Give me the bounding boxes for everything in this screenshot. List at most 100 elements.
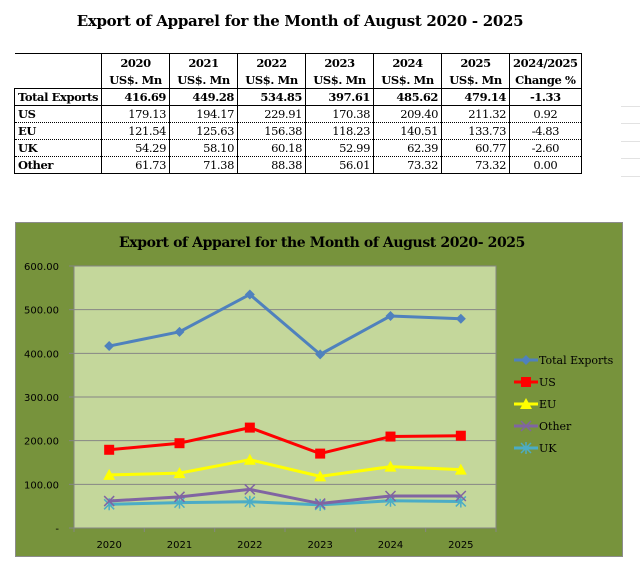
data-point: [315, 448, 326, 459]
value-cell: 71.38: [169, 156, 239, 174]
value-cell: 397.61: [305, 88, 375, 106]
page-title: Export of Apparel for the Month of Augus…: [76, 12, 524, 30]
change-cell: -4.83: [509, 122, 582, 140]
legend-marker: [521, 377, 531, 387]
data-point: [314, 498, 326, 510]
x-tick-label: 2021: [167, 540, 192, 551]
header-change-unit: Change %: [509, 71, 582, 89]
header-year: 2021: [169, 53, 239, 71]
table-row: UK 54.29 58.10 60.18 52.99 62.39 60.77 -2.60: [13, 139, 582, 157]
chart-title: Export of Apparel for the Month of Augus…: [119, 235, 525, 251]
table-row: Other 61.73 71.38 88.38 56.01 73.32 73.32 0.00: [13, 156, 582, 174]
header-corner: [14, 53, 102, 71]
data-point: [103, 468, 116, 480]
y-tick-label: 600.00: [24, 262, 59, 273]
x-tick-label: 2024: [378, 540, 403, 551]
value-cell: 125.63: [169, 122, 239, 140]
data-point: [104, 444, 115, 455]
legend-marker: [520, 398, 532, 409]
header-unit: US$. Mn: [305, 71, 375, 89]
value-cell: 449.28: [169, 88, 239, 106]
data-point: [244, 422, 255, 433]
data-point: [385, 431, 396, 442]
data-point: [384, 490, 397, 502]
data-point: [174, 438, 185, 449]
export-table: 2020 2021 2022 2023 2024 2025 2024/2025 …: [13, 53, 582, 174]
value-cell: 60.77: [441, 139, 511, 157]
header-year: 2024: [373, 53, 443, 71]
header-unit: US$. Mn: [237, 71, 307, 89]
value-cell: 156.38: [237, 122, 307, 140]
data-point: [173, 491, 186, 503]
value-cell: 416.69: [101, 88, 171, 106]
header-year: 2025: [441, 53, 511, 71]
data-point: [454, 463, 467, 475]
legend-label: UK: [539, 442, 557, 455]
value-cell: 60.18: [237, 139, 307, 157]
row-label: Total Exports: [13, 88, 103, 106]
change-cell: 0.00: [509, 156, 582, 174]
x-tick-label: 2020: [96, 540, 121, 551]
data-point: [174, 326, 185, 337]
value-cell: 52.99: [305, 139, 375, 157]
table-row: Total Exports 416.69 449.28 534.85 397.61 485…: [13, 88, 582, 106]
data-point: [244, 289, 255, 300]
header-corner: [15, 71, 102, 89]
data-point: [455, 313, 466, 324]
line-chart: Export of Apparel for the Month of Augus…: [15, 222, 623, 557]
legend-marker: [521, 355, 531, 365]
legend-label: EU: [539, 398, 556, 411]
table-row: EU 121.54 125.63 156.38 118.23 140.51 133.73 -4…: [13, 122, 582, 140]
row-label: EU: [13, 122, 103, 140]
value-cell: 170.38: [305, 105, 375, 123]
value-cell: 62.39: [373, 139, 443, 157]
data-point: [455, 490, 467, 502]
header-year: 2022: [237, 53, 307, 71]
data-point: [244, 483, 256, 495]
row-label: UK: [13, 139, 103, 157]
sheet-gridlines: [621, 89, 640, 177]
data-point: [455, 430, 466, 441]
value-cell: 88.38: [237, 156, 307, 174]
change-cell: 0.92: [509, 105, 582, 123]
header-unit: US$. Mn: [373, 71, 443, 89]
legend-marker: [520, 420, 532, 432]
data-point: [103, 495, 115, 507]
header-row-years: 2020 2021 2022 2023 2024 2025 2024/2025: [14, 53, 582, 71]
y-tick-label: 100.00: [24, 480, 59, 491]
value-cell: 121.54: [101, 122, 171, 140]
change-cell: -2.60: [509, 139, 582, 157]
series-line: [109, 487, 461, 506]
y-tick-label: 400.00: [24, 349, 59, 360]
header-unit: US$. Mn: [101, 71, 171, 89]
data-point: [244, 495, 256, 508]
value-cell: 534.85: [237, 88, 307, 106]
header-row-units: US$. Mn US$. Mn US$. Mn US$. Mn US$. Mn …: [15, 71, 582, 89]
y-tick-label: 500.00: [24, 306, 59, 317]
value-cell: 133.73: [441, 122, 511, 140]
value-cell: 211.32: [441, 105, 511, 123]
data-point: [315, 349, 326, 360]
header-change-period: 2024/2025: [509, 53, 582, 71]
series-line: [109, 499, 461, 507]
value-cell: 56.01: [305, 156, 375, 174]
data-point: [385, 310, 396, 321]
x-tick-label: 2023: [307, 540, 332, 551]
value-cell: 485.62: [373, 88, 443, 106]
value-cell: 58.10: [169, 139, 239, 157]
data-point: [173, 467, 186, 479]
value-cell: 179.13: [101, 105, 171, 123]
legend-marker: [520, 442, 532, 454]
change-cell: -1.33: [509, 88, 582, 106]
value-cell: 54.29: [101, 139, 171, 157]
value-cell: 61.73: [101, 156, 171, 174]
series-line: [108, 292, 461, 356]
legend-label: US: [539, 376, 556, 389]
value-cell: 479.14: [441, 88, 511, 106]
y-tick-label: 200.00: [24, 437, 59, 448]
legend-label: Total Exports: [539, 354, 614, 367]
row-label: Other: [13, 156, 103, 174]
header-year: 2020: [101, 53, 171, 71]
value-cell: 73.32: [441, 156, 511, 174]
data-point: [384, 460, 397, 472]
